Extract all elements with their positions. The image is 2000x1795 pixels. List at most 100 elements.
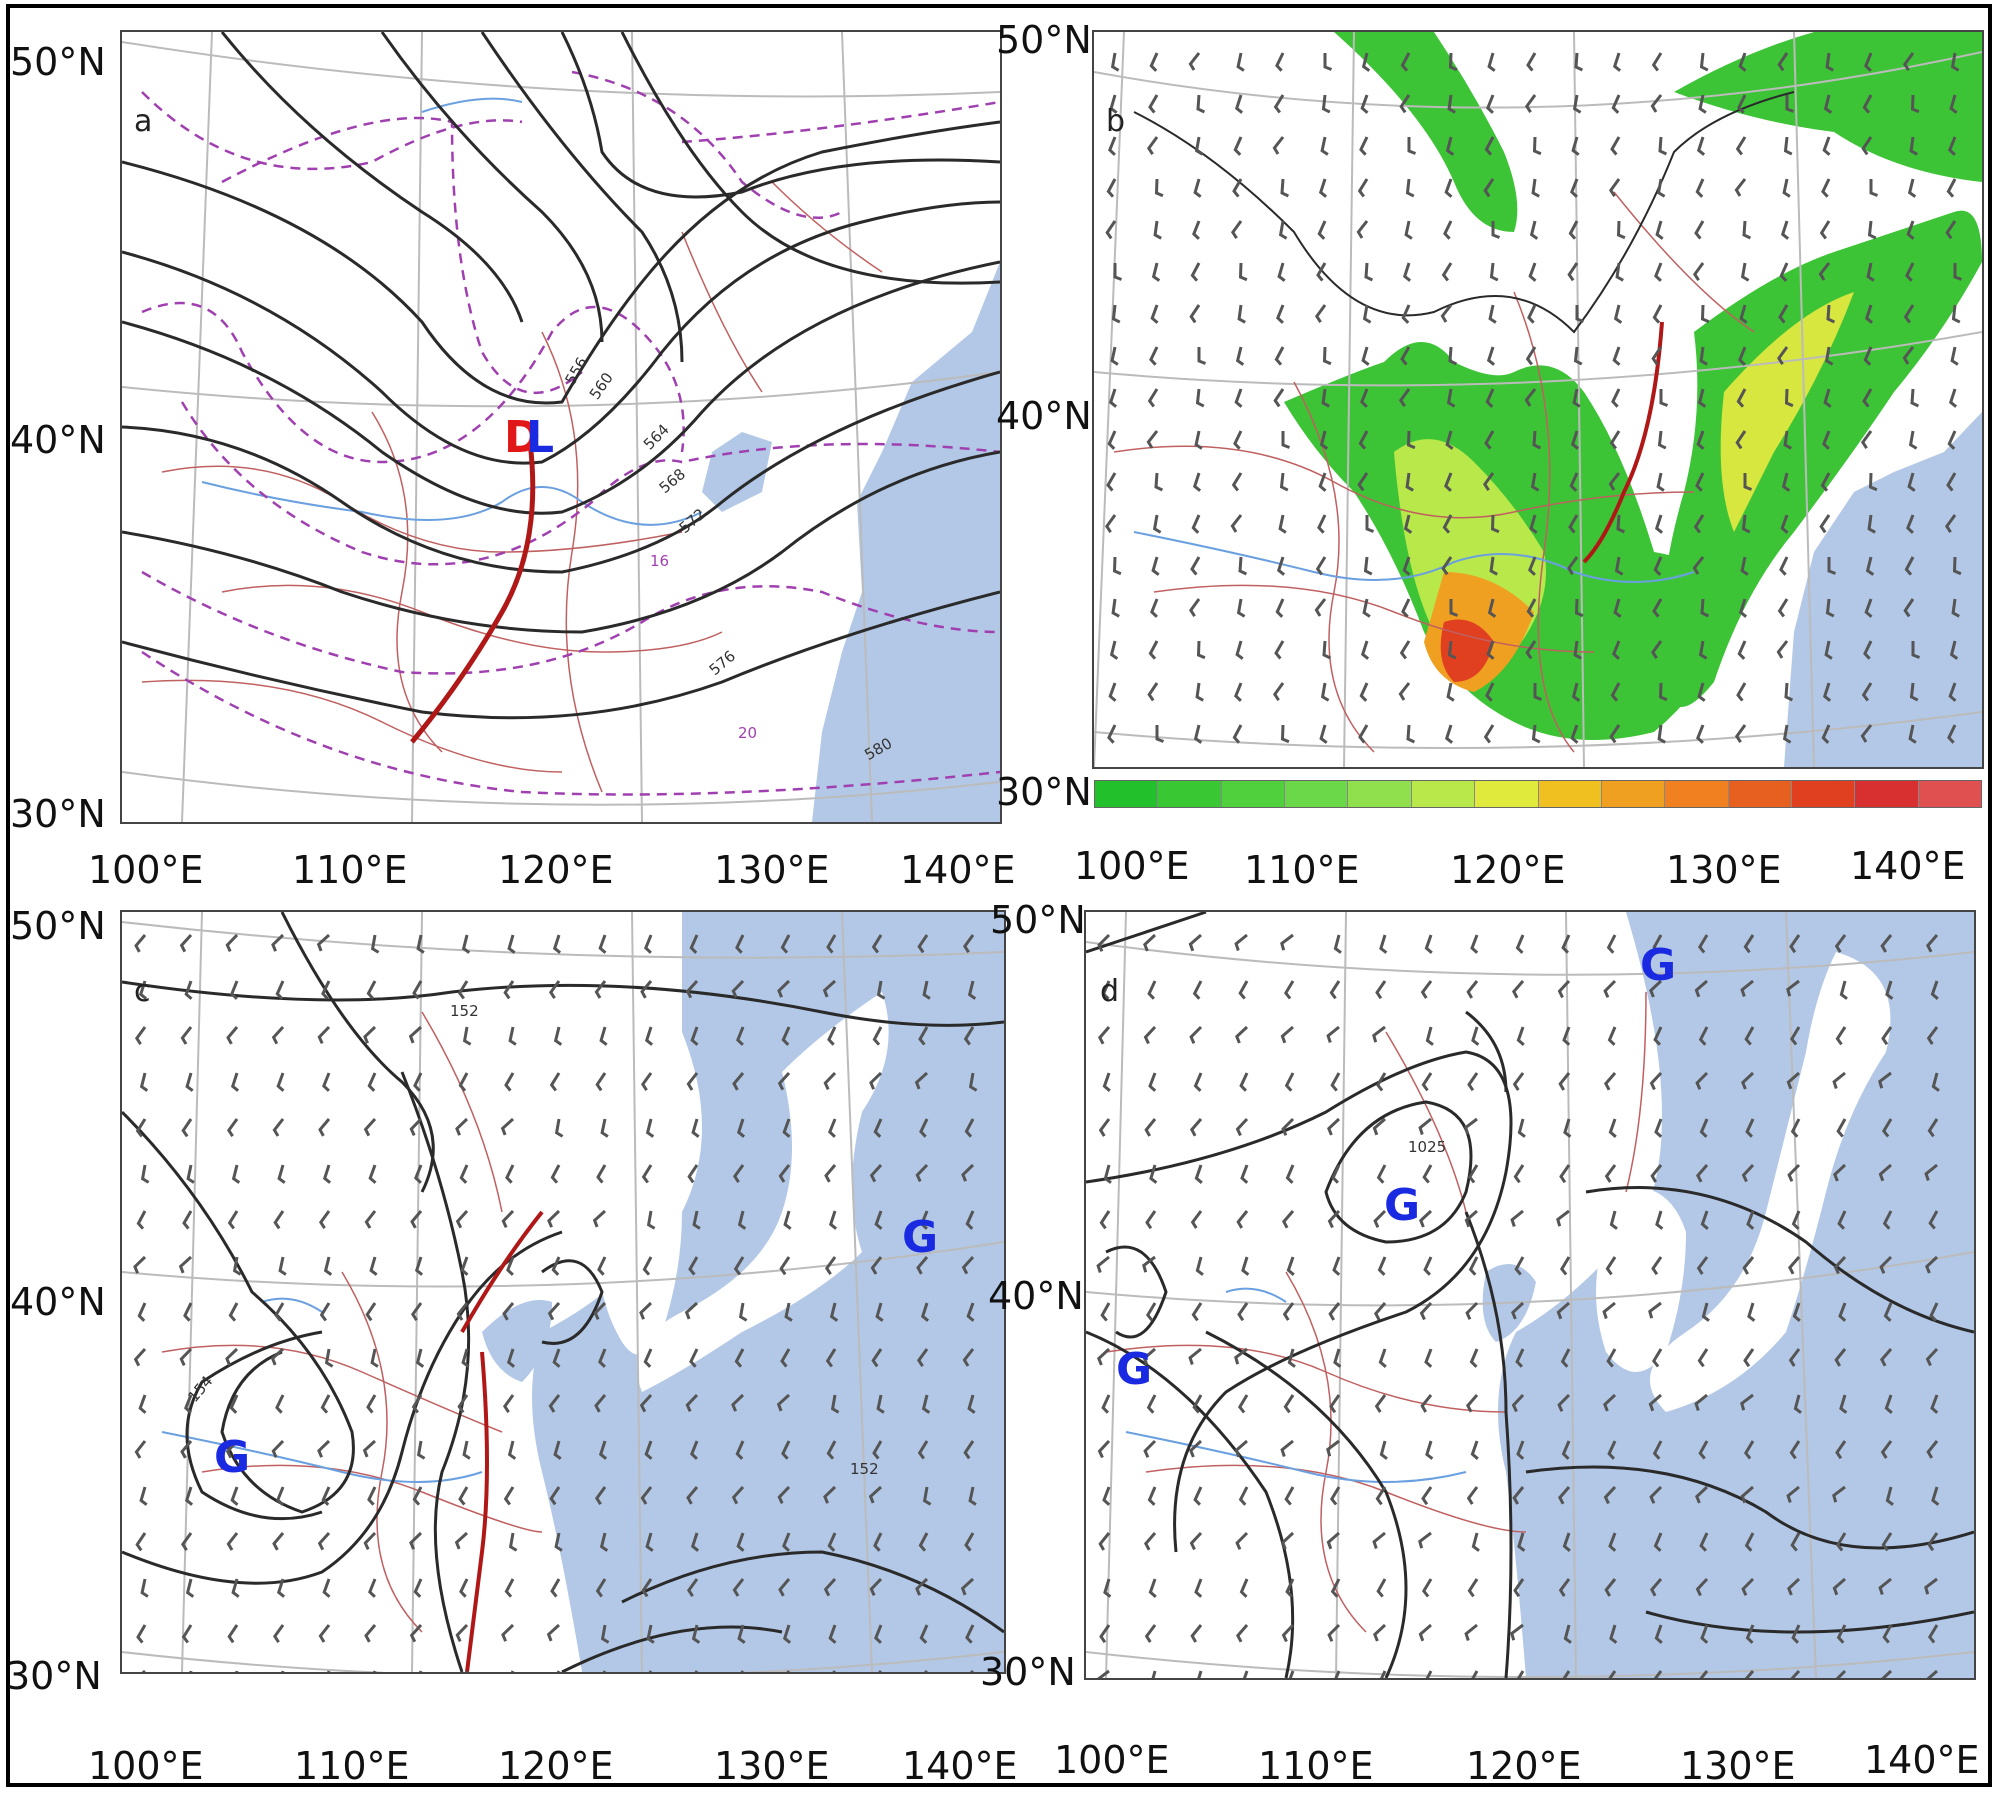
geopotential-contours bbox=[122, 912, 1004, 1672]
wind-barb bbox=[1791, 1210, 1801, 1230]
wind-barb bbox=[1237, 1394, 1249, 1414]
wind-barb bbox=[1566, 556, 1579, 576]
wind-barb bbox=[367, 1486, 377, 1506]
wind-barb bbox=[1233, 430, 1243, 450]
wind-barb bbox=[645, 1532, 654, 1552]
wind-barb bbox=[1372, 1117, 1386, 1136]
wind-barb bbox=[1513, 1164, 1525, 1184]
wind-barb bbox=[1329, 1486, 1341, 1506]
wind-barb bbox=[232, 1256, 242, 1276]
wind-barb bbox=[1464, 1623, 1478, 1641]
wind-barb bbox=[1700, 598, 1710, 618]
wind-barb bbox=[1445, 136, 1455, 156]
wind-barb bbox=[548, 1394, 561, 1413]
wind-barb bbox=[828, 1118, 837, 1138]
wind-barb bbox=[1926, 1669, 1938, 1678]
wind-barb bbox=[1449, 599, 1459, 617]
wind-barb bbox=[1789, 1026, 1801, 1046]
lon-label-110e: 110°E bbox=[1244, 848, 1360, 892]
wind-barb bbox=[185, 1072, 194, 1092]
wind-barb bbox=[500, 1117, 515, 1136]
wind-barb bbox=[1333, 934, 1342, 954]
wind-barb bbox=[1111, 598, 1120, 618]
wind-barb bbox=[1512, 1072, 1525, 1091]
wind-barb bbox=[1735, 430, 1747, 450]
colorbar-swatch bbox=[1665, 781, 1729, 807]
wind-barb bbox=[1446, 682, 1455, 702]
wind-barb bbox=[917, 934, 929, 954]
wind-barb bbox=[414, 1256, 424, 1276]
wind-barb bbox=[1510, 1209, 1524, 1227]
lat-label-30n: 30°N bbox=[10, 792, 106, 836]
lat-label-50n: 50°N bbox=[996, 18, 1092, 62]
wind-barb bbox=[1197, 347, 1207, 365]
precipitation-colorbar bbox=[1094, 780, 1982, 808]
wind-barb bbox=[1787, 1577, 1801, 1596]
wind-barb bbox=[1150, 304, 1159, 324]
wind-barb bbox=[1658, 136, 1668, 156]
wind-barb bbox=[455, 1209, 469, 1229]
wind-barb bbox=[1488, 304, 1497, 324]
wind-barb bbox=[922, 980, 931, 1000]
wind-barb bbox=[1193, 1072, 1203, 1092]
wind-barb bbox=[1741, 1163, 1755, 1183]
wind-barb bbox=[1399, 94, 1411, 114]
wind-barb bbox=[1865, 556, 1875, 576]
wind-barb bbox=[1823, 388, 1832, 408]
sea-area bbox=[1784, 412, 1982, 767]
wind-barb bbox=[140, 1164, 150, 1184]
wind-barb bbox=[1110, 52, 1120, 72]
wind-barb bbox=[507, 934, 516, 954]
wind-barb bbox=[1444, 724, 1454, 744]
wind-barb bbox=[1524, 388, 1537, 407]
wind-barb bbox=[1235, 1624, 1249, 1643]
wind-barb bbox=[1561, 1440, 1571, 1460]
wind-barb bbox=[1286, 1256, 1295, 1276]
wind-barb bbox=[507, 1440, 517, 1460]
wind-barb bbox=[1657, 724, 1666, 744]
wind-barb bbox=[915, 1577, 929, 1596]
wind-barb bbox=[368, 1578, 377, 1598]
wind-barb bbox=[644, 1026, 654, 1046]
wind-barb bbox=[1615, 262, 1624, 282]
wind-barb bbox=[1442, 514, 1453, 534]
wind-barb bbox=[1364, 262, 1374, 282]
wind-barb bbox=[502, 1394, 515, 1414]
wind-barb bbox=[547, 1301, 561, 1321]
wind-barb bbox=[1949, 640, 1959, 660]
wind-barb bbox=[684, 1301, 699, 1320]
wind-barb bbox=[508, 1532, 518, 1552]
wind-barb bbox=[1746, 1210, 1755, 1230]
wind-barb bbox=[1235, 1117, 1249, 1137]
wind-barb bbox=[322, 1578, 331, 1598]
wind-barb bbox=[365, 1302, 377, 1322]
wind-barb bbox=[1700, 1624, 1709, 1644]
wind-barb bbox=[1904, 556, 1915, 576]
wind-barb bbox=[1280, 724, 1290, 744]
wind-barb bbox=[1144, 1624, 1157, 1643]
lat-label-40n: 40°N bbox=[10, 1280, 106, 1324]
wind-barb bbox=[1864, 52, 1873, 72]
wind-barb bbox=[1695, 178, 1705, 198]
wind-barb bbox=[968, 1072, 978, 1092]
wind-barb bbox=[1190, 262, 1201, 282]
wind-barb bbox=[1283, 1394, 1295, 1414]
lon-label-110e: 110°E bbox=[292, 848, 408, 892]
wind-barb bbox=[1780, 514, 1789, 534]
wind-barb bbox=[503, 980, 515, 1000]
bohai-sea bbox=[702, 432, 772, 512]
precip-region-red bbox=[1440, 619, 1494, 682]
wind-barb bbox=[1194, 430, 1203, 450]
wind-barb bbox=[1465, 1301, 1479, 1320]
wind-barb bbox=[1879, 1255, 1893, 1274]
wind-barb bbox=[1740, 979, 1754, 997]
wind-barb bbox=[1319, 724, 1328, 744]
wind-barb bbox=[1189, 1118, 1203, 1137]
wind-barb bbox=[778, 1578, 791, 1597]
wind-barb bbox=[963, 1026, 975, 1046]
wind-barb bbox=[225, 1347, 239, 1366]
wind-barb bbox=[461, 1348, 470, 1368]
wind-barb bbox=[1571, 682, 1581, 702]
wind-barb bbox=[1562, 1670, 1571, 1678]
wind-barb bbox=[1603, 1393, 1617, 1412]
